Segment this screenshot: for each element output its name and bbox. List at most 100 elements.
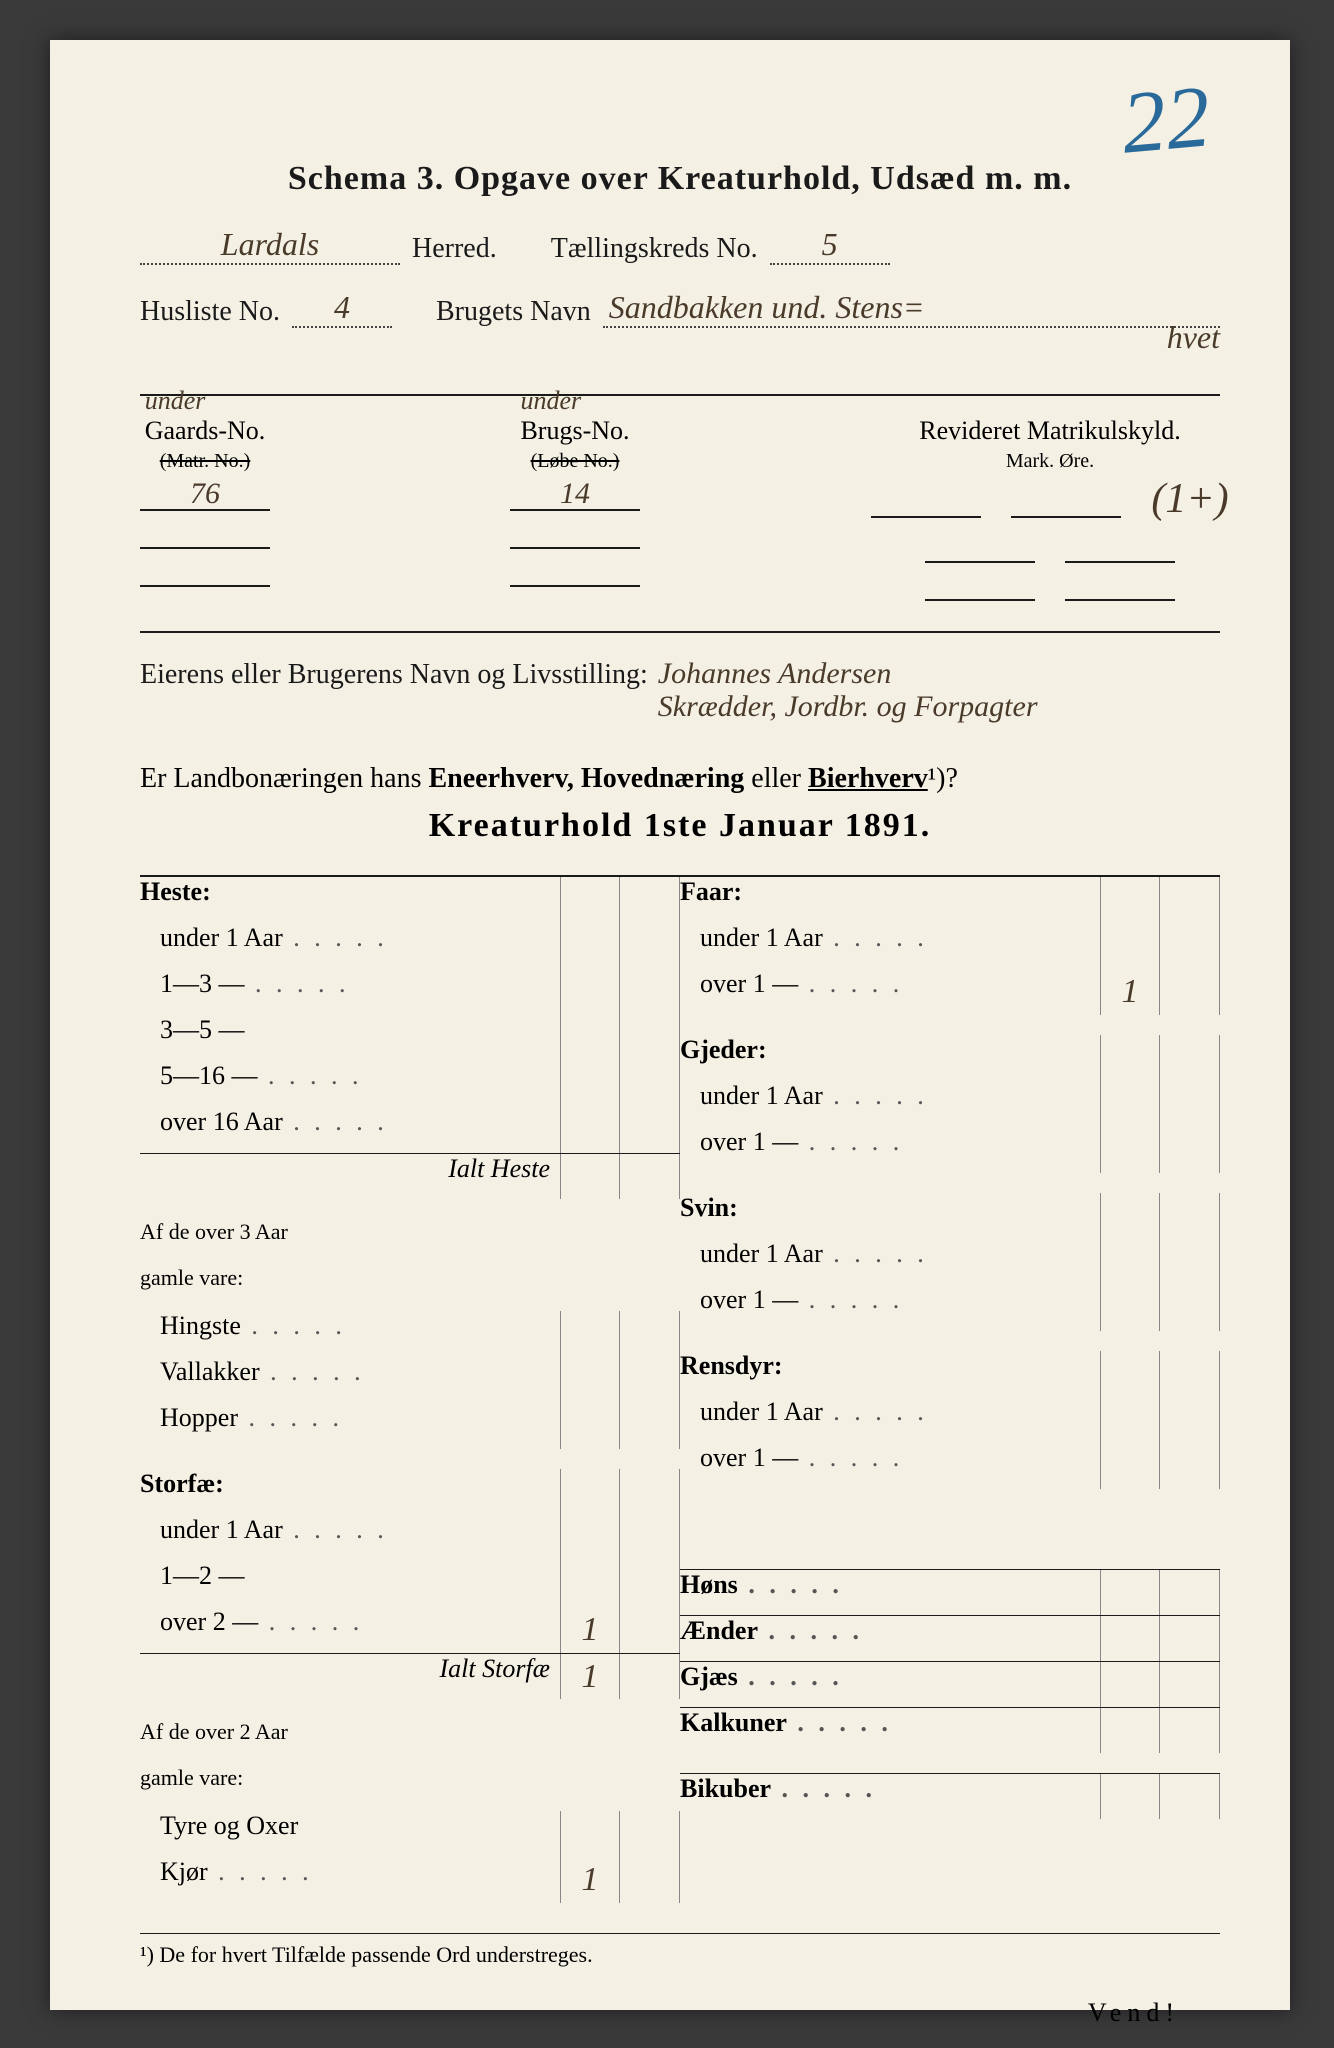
matrik-ore-2 [1065,529,1175,563]
question-option-a: Eneerhverv, Hovednæring [429,763,745,794]
livestock-value-2 [1160,877,1220,923]
livestock-label: Svin: [680,1193,1100,1223]
question-mid: eller [744,763,808,794]
husliste-value: 4 [292,289,392,328]
livestock-row: Kalkuner [680,1707,1220,1753]
livestock-value [560,1515,620,1561]
livestock-value [560,969,620,1015]
livestock-value [1100,1443,1160,1489]
livestock-table: Heste:under 1 Aar1—3 —3—5 —5—16 —over 16… [140,875,1220,1903]
livestock-row: 5—16 — [140,1061,680,1107]
herred-value: Lardals [140,226,400,265]
livestock-label: gamle vare: [140,1265,680,1291]
livestock-row: Heste: [140,877,680,923]
livestock-row: under 1 Aar [140,923,680,969]
livestock-value [1100,1708,1160,1753]
livestock-row: Tyre og Oxer [140,1811,680,1857]
livestock-row: Af de over 3 Aar [140,1219,680,1265]
brugs-value-3 [510,553,640,587]
schema-title: Schema 3. Opgave over Kreaturhold, Udsæd… [140,160,1220,198]
livestock-value-2 [620,877,680,923]
livestock-row: Gjeder: [680,1035,1220,1081]
livestock-label: Gjæs [680,1662,1100,1692]
owner-row: Eierens eller Brugerens Navn og Livsstil… [140,657,1220,723]
livestock-value-2 [1160,1774,1220,1819]
livestock-value-2 [1160,1397,1220,1443]
livestock-row: Gjæs [680,1661,1220,1707]
livestock-value [560,1403,620,1449]
livestock-value [560,1311,620,1357]
owner-line2: Skrædder, Jordbr. og Forpagter [658,690,1038,723]
matrik-ore-3 [1065,567,1175,601]
livestock-value [560,877,620,923]
livestock-row: under 1 Aar [680,1081,1220,1127]
livestock-label: under 1 Aar [680,1397,1100,1427]
livestock-row: Kjør1 [140,1857,680,1903]
under-annotation-2: under [520,386,581,416]
herred-label: Herred. [412,233,497,265]
question-suffix: ¹)? [928,763,958,794]
owner-value: Johannes Andersen Skrædder, Jordbr. og F… [658,657,1220,723]
brugets-value-line2: hvet [1167,319,1220,356]
livestock-value-2 [620,1107,680,1153]
livestock-label: 1—2 — [140,1561,560,1591]
livestock-value [1100,1239,1160,1285]
livestock-value-2 [620,1015,680,1061]
livestock-value: 1 [1100,969,1160,1015]
livestock-label: Ialt Heste [140,1154,560,1184]
matrik-mark-3 [925,567,1035,601]
livestock-label: Gjeder: [680,1035,1100,1065]
livestock-value-2 [620,1515,680,1561]
husliste-label: Husliste No. [140,296,280,328]
livestock-row: over 1 — [680,1285,1220,1331]
livestock-value-2 [1160,1708,1220,1753]
livestock-row: Rensdyr: [680,1351,1220,1397]
livestock-label: Hopper [140,1403,560,1433]
livestock-value [1100,1193,1160,1239]
livestock-row: Ialt Storfæ1 [140,1653,680,1699]
livestock-label: Hingste [140,1311,560,1341]
livestock-value-2 [620,1811,680,1857]
livestock-label: Faar: [680,877,1100,907]
livestock-label: over 1 — [680,1127,1100,1157]
owner-line1: Johannes Andersen [658,657,892,690]
livestock-value [560,1357,620,1403]
livestock-value-2 [620,1154,680,1199]
livestock-value-2 [1160,1662,1220,1707]
livestock-label: over 16 Aar [140,1107,560,1137]
livestock-value-2 [620,1061,680,1107]
livestock-value-2 [1160,1127,1220,1173]
livestock-row: Bikuber [680,1773,1220,1819]
livestock-value [560,1469,620,1515]
livestock-row: over 1 — [680,1443,1220,1489]
herred-row: Lardals Herred. Tællingskreds No. 5 [140,228,1220,267]
question-row: Er Landbonæringen hans Eneerhverv, Hoved… [140,763,1220,795]
livestock-label: Tyre og Oxer [140,1811,560,1841]
livestock-value-2 [1160,1570,1220,1615]
livestock-value [1100,1351,1160,1397]
livestock-row: Ialt Heste [140,1153,680,1199]
livestock-value [1100,1570,1160,1615]
livestock-label: under 1 Aar [680,1239,1100,1269]
livestock-value [1100,1035,1160,1081]
livestock-label: Af de over 2 Aar [140,1719,680,1745]
livestock-value-2 [1160,1351,1220,1397]
livestock-row: over 2 —1 [140,1607,680,1653]
livestock-value [1100,1081,1160,1127]
matrik-mark-2 [925,529,1035,563]
livestock-value [1100,923,1160,969]
gaards-value-3 [140,553,270,587]
livestock-label: Kjør [140,1857,560,1887]
livestock-row: Hingste [140,1311,680,1357]
matrik-label: Revideret Matrikulskyld. [919,416,1180,446]
under-annotation-1: under [145,386,206,416]
section-title: Kreaturhold 1ste Januar 1891. [140,807,1220,845]
matrik-sub: Mark. Øre. [1006,450,1094,473]
livestock-value-2 [1160,923,1220,969]
livestock-row: over 1 —1 [680,969,1220,1015]
livestock-row: Vallakker [140,1357,680,1403]
livestock-row: under 1 Aar [680,1397,1220,1443]
livestock-row: 3—5 — [140,1015,680,1061]
livestock-value-2 [620,1607,680,1653]
livestock-value-2 [1160,1081,1220,1127]
